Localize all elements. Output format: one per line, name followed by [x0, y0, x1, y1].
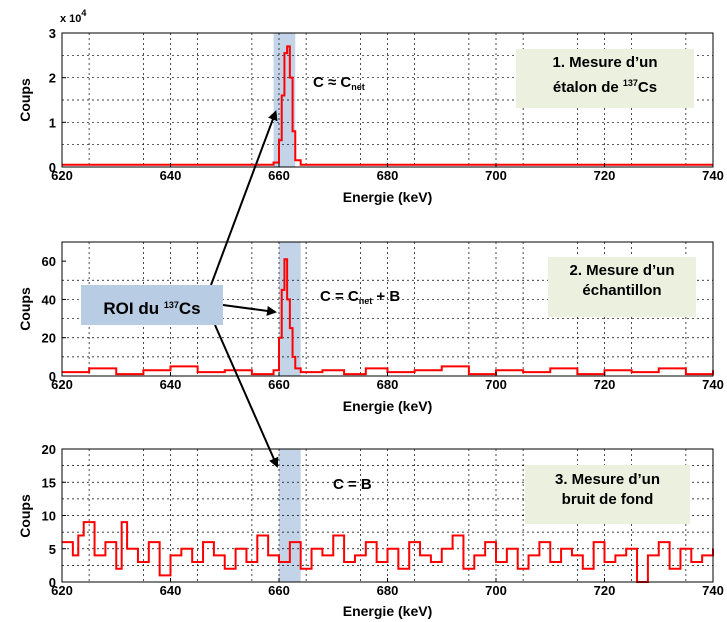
- y-tick-label: 2: [49, 71, 56, 86]
- x-tick-label: 740: [702, 377, 724, 392]
- note-line-2: échantillon: [582, 282, 662, 299]
- arrow-to-panel-3: [214, 324, 279, 468]
- y-axis-label: Coups: [17, 287, 33, 331]
- y-tick-label: 10: [42, 509, 56, 524]
- note-line-2: bruit de fond: [561, 491, 654, 508]
- y-tick-label: 60: [42, 254, 56, 269]
- note-panel-3: 3. Mesure d’un bruit de fond: [525, 465, 690, 524]
- series-line: [62, 258, 714, 376]
- note-line-1: 1. Mesure d’un: [552, 54, 658, 71]
- x-tick-label: 720: [594, 168, 616, 183]
- equation-text: C = B: [333, 476, 372, 493]
- series-line: [62, 521, 714, 583]
- equation-sub: net: [351, 82, 365, 92]
- x-tick-label: 700: [485, 583, 507, 598]
- x-tick-label: 680: [377, 377, 399, 392]
- x-tick-label: 660: [268, 168, 290, 183]
- x-axis-label: Energie (keV): [343, 189, 432, 205]
- series-line: [62, 45, 713, 166]
- equation-text: C ≈ C: [313, 74, 352, 91]
- equation-panel-3: C = B: [333, 476, 372, 493]
- y-tick-label: 20: [42, 331, 56, 346]
- y-tick-label: 1: [49, 115, 56, 130]
- y-tick-label: 15: [42, 475, 56, 490]
- x-tick-label: 640: [160, 377, 182, 392]
- x-tick-label: 620: [51, 168, 73, 183]
- roi-label: ROI du 137Cs: [81, 285, 223, 325]
- x-axis-label: Energie (keV): [343, 398, 432, 414]
- roi-band: [279, 449, 301, 582]
- x-axis-label: Energie (keV): [343, 603, 432, 619]
- panel-2-echantillon: 620 640 660 680 700 720 740 0 20 40 60 Energie (keV…: [17, 241, 724, 414]
- equation-sub: net: [358, 296, 373, 306]
- arrows: [210, 110, 279, 468]
- y-multiplier-text: x 10: [60, 13, 82, 25]
- y-tick-label: 20: [42, 442, 56, 457]
- y-tick-label: 0: [49, 369, 56, 384]
- note-panel-2: 2. Mesure d’un échantillon: [548, 257, 696, 317]
- x-tick-label: 720: [594, 377, 616, 392]
- note-line-2: étalon de 137Cs: [552, 78, 658, 96]
- equation-rest: + B: [372, 288, 401, 305]
- equation-panel-2: C = Cnet + B: [320, 288, 400, 306]
- y-multiplier-label: x 104: [60, 8, 86, 25]
- y-tick-label: 0: [49, 160, 56, 175]
- x-tick-label: 680: [377, 583, 399, 598]
- y-tick-label: 0: [49, 575, 56, 590]
- x-tick-label: 620: [51, 377, 73, 392]
- x-tick-label: 680: [377, 168, 399, 183]
- x-tick-label: 700: [485, 168, 507, 183]
- equation-panel-1: C ≈ Cnet: [313, 74, 365, 92]
- note-line-1: 2. Mesure d’un: [569, 262, 675, 279]
- x-tick-label: 640: [160, 583, 182, 598]
- panel-3-bruit-de-fond: 620 640 660 680 700 720 740 0 5 10 15 20 Energie (ke…: [17, 442, 724, 619]
- x-tick-label: 700: [485, 377, 507, 392]
- y-axis-label: Coups: [17, 494, 33, 538]
- arrow-to-panel-2: [222, 304, 277, 316]
- x-tick-label: 740: [702, 583, 724, 598]
- x-tick-label: 640: [160, 168, 182, 183]
- y-tick-label: 40: [42, 292, 56, 307]
- note-panel-1: 1. Mesure d’un étalon de 137Cs: [516, 49, 694, 108]
- y-multiplier-exponent: 4: [81, 8, 87, 18]
- equation-text: C = C: [320, 288, 359, 305]
- y-tick-label: 3: [49, 26, 56, 41]
- x-tick-label: 720: [594, 583, 616, 598]
- note-line-1: 3. Mesure d’un: [554, 471, 661, 488]
- arrow-to-panel-1: [210, 110, 278, 286]
- y-tick-label: 5: [49, 542, 56, 557]
- x-tick-label: 660: [268, 377, 290, 392]
- y-axis-label: Coups: [17, 78, 33, 122]
- x-tick-label: 740: [702, 168, 724, 183]
- x-tick-label: 620: [51, 583, 73, 598]
- x-tick-label: 660: [268, 583, 290, 598]
